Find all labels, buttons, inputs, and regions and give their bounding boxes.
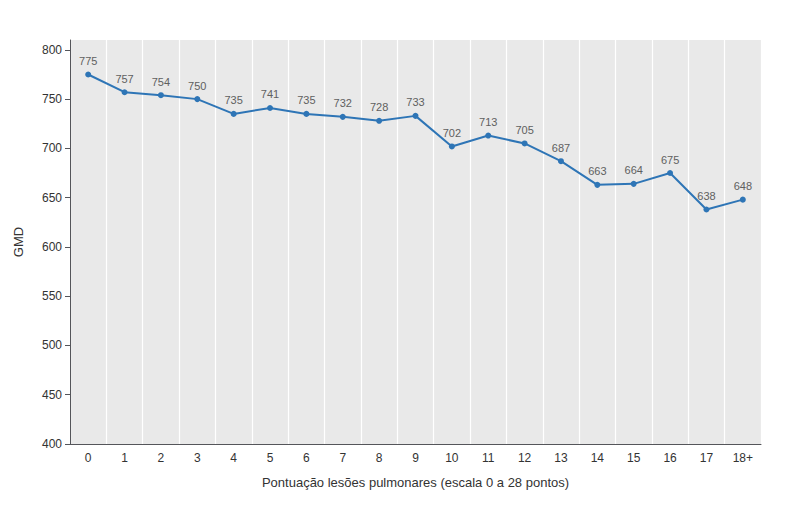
svg-text:728: 728 [370,101,388,113]
svg-text:6: 6 [303,451,310,465]
svg-text:0: 0 [85,451,92,465]
svg-text:638: 638 [697,190,715,202]
svg-text:705: 705 [515,124,533,136]
svg-text:775: 775 [79,55,97,67]
svg-text:14: 14 [591,451,605,465]
svg-text:754: 754 [152,76,170,88]
svg-text:450: 450 [42,388,62,402]
svg-text:1: 1 [121,451,128,465]
svg-text:741: 741 [261,88,279,100]
svg-text:Pontuação lesões pulmonares (e: Pontuação lesões pulmonares (escala 0 a … [262,475,569,490]
svg-text:757: 757 [115,73,133,85]
svg-text:550: 550 [42,289,62,303]
svg-text:13: 13 [554,451,568,465]
svg-text:675: 675 [661,154,679,166]
svg-text:7: 7 [339,451,346,465]
svg-text:750: 750 [188,80,206,92]
svg-text:800: 800 [42,43,62,57]
svg-text:17: 17 [700,451,714,465]
svg-text:400: 400 [42,437,62,451]
svg-text:11: 11 [482,451,495,465]
svg-text:735: 735 [224,94,242,106]
svg-text:664: 664 [625,164,643,176]
svg-text:687: 687 [552,142,570,154]
svg-text:5: 5 [267,451,274,465]
svg-text:9: 9 [412,451,419,465]
svg-text:648: 648 [734,180,752,192]
svg-text:15: 15 [627,451,641,465]
svg-text:750: 750 [42,92,62,106]
svg-text:8: 8 [376,451,383,465]
svg-text:10: 10 [445,451,459,465]
svg-text:663: 663 [588,165,606,177]
svg-text:650: 650 [42,191,62,205]
svg-text:702: 702 [443,127,461,139]
svg-text:732: 732 [334,97,352,109]
svg-text:600: 600 [42,240,62,254]
svg-text:GMD: GMD [11,227,26,257]
svg-text:4: 4 [230,451,237,465]
svg-text:12: 12 [518,451,532,465]
svg-text:700: 700 [42,141,62,155]
svg-text:16: 16 [663,451,677,465]
svg-text:3: 3 [194,451,201,465]
svg-text:713: 713 [479,116,497,128]
svg-text:2: 2 [158,451,165,465]
svg-text:500: 500 [42,338,62,352]
svg-text:735: 735 [297,94,315,106]
svg-text:733: 733 [406,96,424,108]
svg-text:18+: 18+ [733,451,753,465]
